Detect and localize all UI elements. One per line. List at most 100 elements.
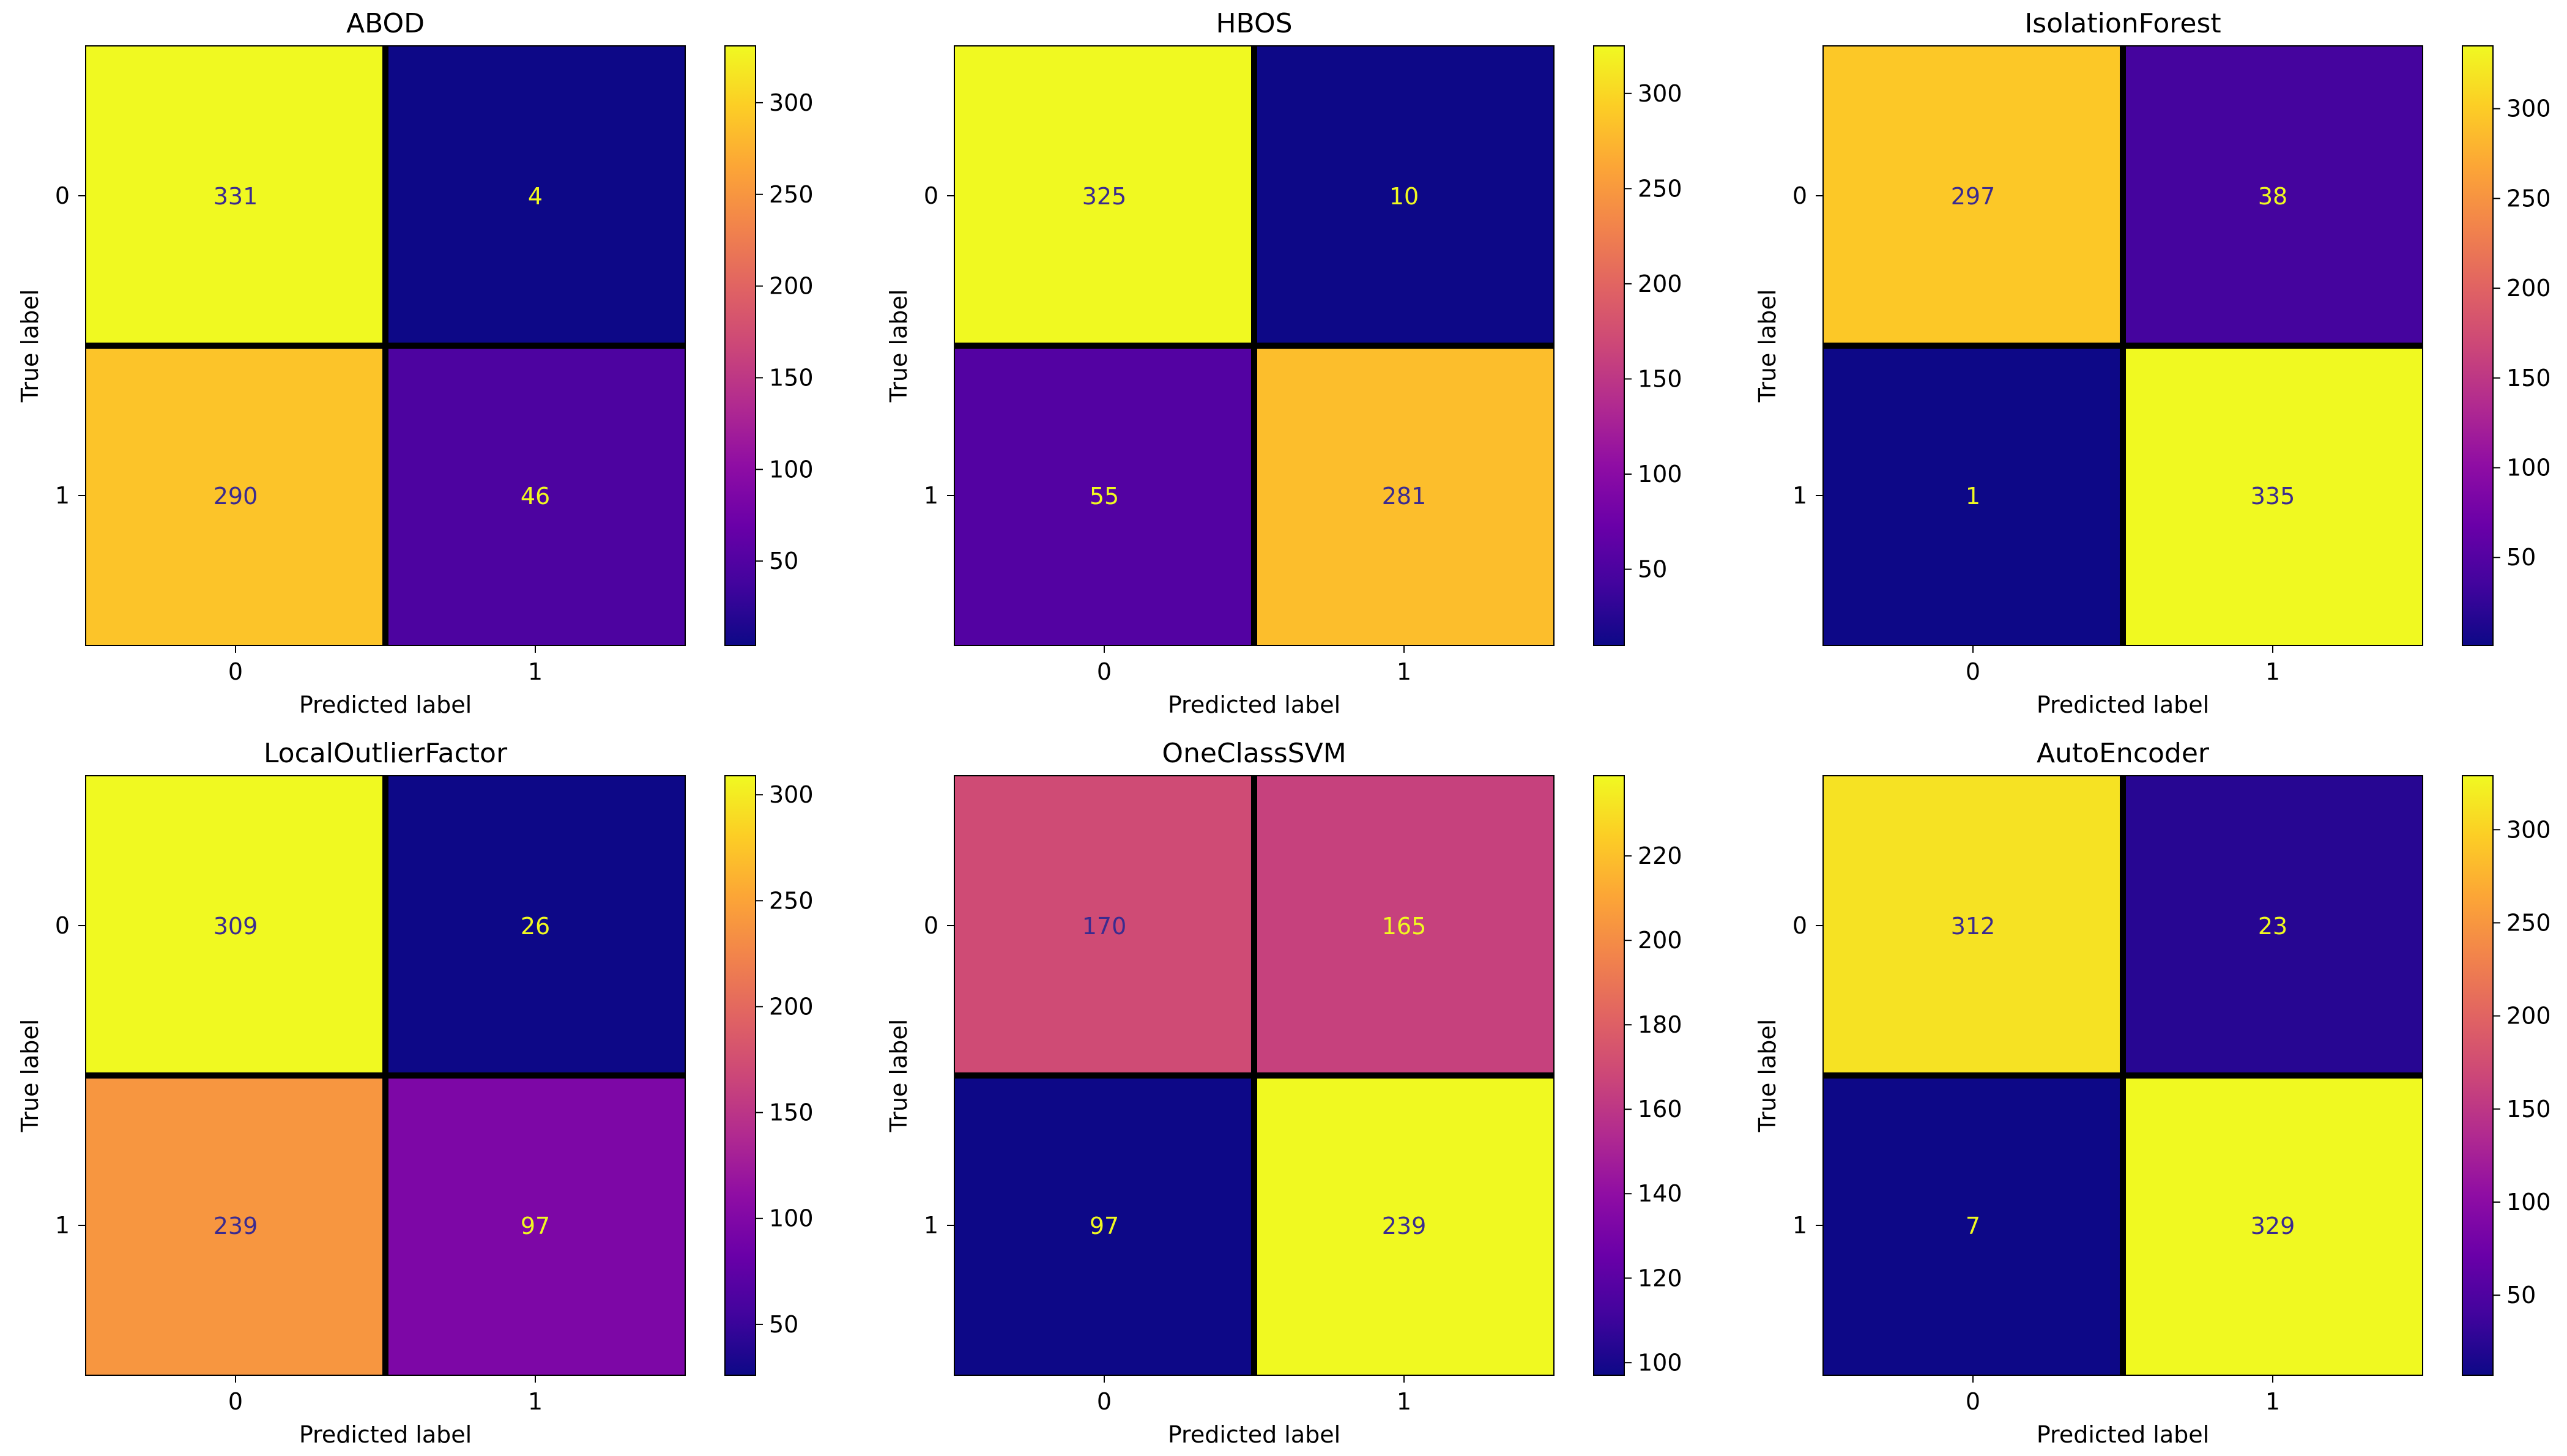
- x-tick-label: 1: [2265, 1388, 2280, 1415]
- colorbar-gradient: [1594, 776, 1624, 1375]
- colorbar-tick-label: 300: [769, 781, 814, 808]
- matrix-cell: [1823, 46, 2123, 346]
- matrix-cell: [2123, 776, 2423, 1075]
- colorbar-tick-label: 200: [769, 273, 814, 300]
- colorbar-gradient: [2462, 776, 2493, 1375]
- matrix-cell: [385, 776, 685, 1075]
- axes-frame: [1822, 45, 2423, 646]
- colorbar-frame: [724, 775, 756, 1376]
- matrix-cell: [954, 776, 1254, 1075]
- y-tick-label: 1: [55, 1212, 70, 1239]
- colorbar-tick-label: 120: [1638, 1265, 1682, 1291]
- confusion-matrix-panel: OneClassSVM 170 165 97 239 0 1 0 1 Predicted labe…: [885, 738, 1682, 1448]
- cell-value-label: 97: [521, 1213, 550, 1239]
- matrix-cell: [1823, 1075, 2123, 1375]
- y-tick-label: 1: [55, 482, 70, 509]
- y-tick-label: 0: [55, 182, 70, 209]
- cell-value-label: 331: [214, 183, 258, 210]
- cell-value-label: 309: [214, 913, 258, 940]
- colorbar-tick-label: 50: [1638, 556, 1667, 583]
- colorbar-tick-label: 250: [2506, 185, 2551, 212]
- y-tick-label: 0: [1792, 182, 1807, 209]
- x-tick-label: 0: [1097, 658, 1112, 685]
- cell-value-label: 290: [214, 483, 258, 510]
- axes-frame: [954, 45, 1555, 646]
- y-tick-label: 1: [1792, 482, 1807, 509]
- colorbar-tick-label: 300: [1638, 80, 1682, 107]
- chart-title: ABOD: [346, 8, 425, 39]
- colorbar-tick-label: 250: [2506, 909, 2551, 936]
- y-tick-label: 0: [924, 182, 938, 209]
- x-axis-label: Predicted label: [299, 1421, 472, 1448]
- y-tick-label: 1: [1792, 1212, 1807, 1239]
- colorbar-frame: [2462, 45, 2494, 646]
- colorbar-tick-label: 100: [2506, 1189, 2551, 1216]
- x-tick-label: 0: [1966, 658, 1980, 685]
- axes-frame: [1822, 775, 2423, 1376]
- colorbar-tick-label: 220: [1638, 842, 1682, 869]
- matrix-cell: [1823, 346, 2123, 645]
- y-axis-label: True label: [17, 1019, 43, 1133]
- colorbar-tick-label: 250: [769, 887, 814, 914]
- cell-value-label: 329: [2251, 1213, 2295, 1239]
- colorbar-tick-label: 200: [1638, 927, 1682, 954]
- colorbar-tick-label: 300: [2506, 816, 2551, 843]
- y-axis-label: True label: [885, 1019, 912, 1133]
- matrix-cell: [2123, 346, 2423, 645]
- colorbar-tick-label: 160: [1638, 1096, 1682, 1123]
- colorbar-gradient: [2462, 46, 2493, 645]
- colorbar-tick-label: 50: [2506, 1282, 2536, 1309]
- cell-value-label: 23: [2258, 913, 2287, 940]
- colorbar-tick-label: 100: [769, 456, 814, 483]
- axes-frame: [954, 775, 1555, 1376]
- cell-value-label: 239: [214, 1213, 258, 1239]
- colorbar-tick-label: 300: [2506, 95, 2551, 122]
- confusion-matrix-panel: ABOD 331 4 290 46 0 1 0 1 Predicted label True lab…: [17, 8, 814, 718]
- confusion-matrix-panel: AutoEncoder 312 23 7 329 0 1 0 1 Predicted label T…: [1754, 738, 2551, 1448]
- cell-value-label: 239: [1382, 1213, 1427, 1239]
- cell-value-label: 38: [2258, 183, 2287, 210]
- matrix-cell: [1254, 1075, 1554, 1375]
- colorbar-tick-label: 200: [769, 993, 814, 1020]
- y-tick-label: 0: [924, 912, 938, 939]
- y-tick-label: 0: [55, 912, 70, 939]
- cell-value-label: 297: [1951, 183, 1996, 210]
- colorbar-tick-label: 200: [2506, 275, 2551, 302]
- colorbar-tick-label: 200: [1638, 270, 1682, 297]
- axes-frame: [85, 45, 686, 646]
- colorbar-tick-label: 150: [769, 1099, 814, 1126]
- x-axis-label: Predicted label: [1168, 1421, 1340, 1448]
- x-tick-label: 1: [1397, 658, 1411, 685]
- cell-value-label: 10: [1389, 183, 1419, 210]
- chart-title: LocalOutlierFactor: [264, 738, 508, 769]
- colorbar-tick-label: 150: [2506, 1096, 2551, 1123]
- x-axis-label: Predicted label: [2037, 691, 2209, 718]
- y-tick-label: 1: [924, 1212, 938, 1239]
- x-axis-label: Predicted label: [299, 691, 472, 718]
- colorbar-tick-label: 50: [2506, 544, 2536, 571]
- x-tick-label: 0: [228, 1388, 243, 1415]
- colorbar-tick-label: 100: [1638, 1349, 1682, 1376]
- matrix-cell: [954, 1075, 1254, 1375]
- colorbar-tick-label: 50: [769, 1311, 798, 1338]
- cell-value-label: 170: [1082, 913, 1127, 940]
- x-tick-label: 1: [2265, 658, 2280, 685]
- cell-value-label: 7: [1966, 1213, 1980, 1239]
- matrix-cell: [86, 1075, 385, 1375]
- cell-value-label: 325: [1082, 183, 1127, 210]
- matrix-cell: [86, 346, 385, 645]
- matrix-cell: [385, 346, 685, 645]
- colorbar-frame: [724, 45, 756, 646]
- colorbar-frame: [1593, 775, 1625, 1376]
- x-axis-label: Predicted label: [1168, 691, 1340, 718]
- x-tick-label: 0: [1097, 1388, 1112, 1415]
- colorbar-tick-label: 150: [1638, 365, 1682, 392]
- colorbar-tick-label: 140: [1638, 1180, 1682, 1207]
- colorbar-tick-label: 150: [769, 364, 814, 391]
- cell-value-label: 165: [1382, 913, 1427, 940]
- matrix-cell: [2123, 1075, 2423, 1375]
- colorbar-gradient: [725, 46, 756, 645]
- matrix-cell: [1254, 776, 1554, 1075]
- colorbar-tick-label: 100: [769, 1205, 814, 1232]
